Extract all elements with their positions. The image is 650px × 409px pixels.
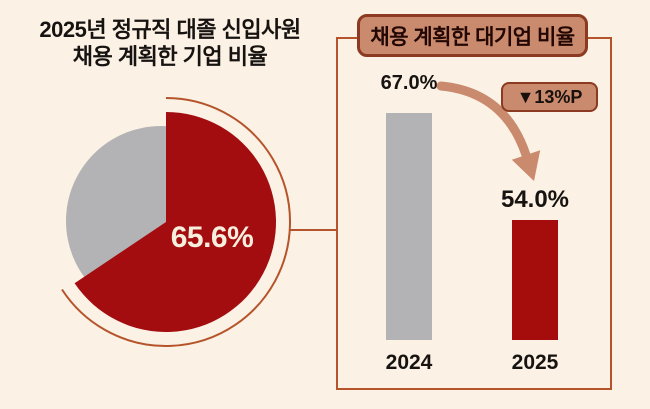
bar-value-2024: 67.0% (380, 72, 438, 94)
bar-2025 (512, 220, 558, 340)
bar-category-2025: 2025 (511, 351, 559, 374)
page-title-line2: 채용 계획한 기업 비율 (72, 44, 268, 70)
page-title: 2025년 정규직 대졸 신입사원 채용 계획한 기업 비율 (20, 16, 320, 71)
bar-category-2024: 2024 (385, 351, 433, 374)
pie-value-label: 65.6% (170, 221, 254, 254)
change-badge: ▼13%P (501, 82, 598, 112)
bar-chart-title-badge: 채용 계획한 대기업 비율 (357, 14, 588, 57)
page-title-line1: 2025년 정규직 대졸 신입사원 (39, 17, 301, 42)
bar-2024 (386, 113, 432, 340)
bar-value-2025: 54.0% (500, 186, 570, 213)
